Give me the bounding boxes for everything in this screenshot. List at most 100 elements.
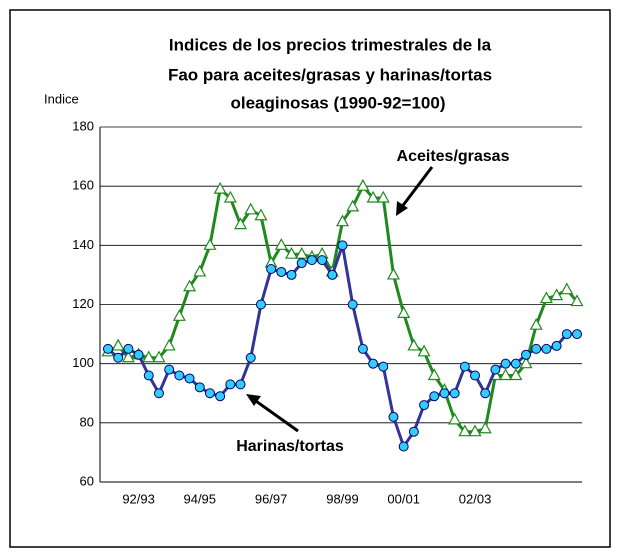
marker [531, 343, 542, 354]
marker [327, 269, 338, 280]
marker [480, 388, 491, 399]
y-axis-label: Indice [44, 91, 79, 106]
marker [266, 264, 277, 274]
chart-title: Fao para aceites/grasas y harinas/tortas [168, 65, 492, 84]
marker [203, 238, 217, 250]
marker [419, 400, 430, 411]
marker [215, 391, 226, 402]
annotation: Aceites/grasas [397, 148, 510, 165]
marker [254, 208, 268, 221]
marker [123, 343, 134, 354]
marker [306, 255, 317, 266]
marker [386, 267, 400, 280]
marker [529, 317, 543, 330]
marker [184, 373, 195, 384]
marker [550, 288, 564, 301]
y-tick-label: 60 [80, 473, 94, 488]
marker [174, 370, 185, 381]
marker [111, 338, 125, 351]
marker [162, 338, 176, 351]
marker [459, 361, 470, 372]
marker [427, 368, 441, 381]
y-tick-label: 100 [72, 355, 94, 370]
marker [255, 299, 266, 310]
y-tick-label: 180 [72, 118, 94, 133]
marker [510, 358, 521, 369]
marker [366, 190, 380, 203]
marker [551, 340, 562, 351]
marker [561, 329, 572, 340]
x-tick-label: 94/95 [183, 491, 216, 506]
marker [417, 344, 431, 357]
marker [490, 364, 501, 375]
x-tick-label: 98/99 [326, 491, 359, 506]
marker [458, 424, 472, 437]
marker [121, 350, 135, 363]
marker [407, 338, 421, 351]
chart-title: oleaginosas (1990-92=100) [231, 93, 446, 112]
marker [478, 421, 492, 434]
marker [234, 217, 248, 230]
marker [335, 214, 350, 227]
marker [143, 370, 154, 381]
marker [376, 190, 390, 203]
arrow-head [246, 394, 261, 406]
marker [204, 388, 215, 399]
arrow-head [396, 201, 408, 216]
marker [499, 368, 513, 381]
marker [164, 364, 175, 375]
marker [408, 426, 419, 437]
marker [509, 368, 523, 381]
x-tick-label: 92/93 [122, 491, 155, 506]
arrow [252, 397, 299, 433]
marker [388, 411, 399, 422]
chart-title: Indices de los precios trimestrales de l… [169, 35, 492, 54]
marker [133, 349, 144, 360]
x-tick-label: 96/97 [255, 491, 288, 506]
marker [172, 309, 186, 321]
marker [276, 266, 287, 277]
marker [470, 370, 481, 381]
marker [519, 356, 533, 369]
marker [378, 361, 389, 372]
x-tick-label: 02/03 [459, 491, 492, 506]
marker [356, 178, 370, 191]
marker [142, 350, 156, 363]
marker [286, 269, 297, 280]
marker [397, 306, 411, 318]
marker [448, 412, 462, 425]
marker [183, 279, 197, 292]
marker [223, 190, 237, 203]
marker [357, 343, 368, 354]
marker [317, 255, 328, 266]
marker [213, 181, 227, 194]
marker [368, 358, 379, 369]
marker [244, 202, 258, 215]
marker [449, 388, 460, 399]
marker [346, 199, 360, 212]
marker [193, 264, 207, 277]
marker [570, 294, 584, 307]
marker [225, 379, 236, 390]
marker [572, 329, 582, 340]
marker [500, 358, 511, 369]
arrow [396, 166, 434, 213]
marker [539, 291, 553, 304]
marker [103, 343, 113, 354]
marker [113, 352, 124, 363]
marker [468, 424, 482, 437]
frame [9, 9, 611, 548]
annotation: Harinas/tortas [236, 438, 344, 455]
marker [347, 299, 358, 310]
marker [429, 391, 440, 402]
marker [153, 388, 164, 399]
marker [245, 352, 256, 363]
y-tick-label: 140 [72, 237, 94, 252]
y-tick-label: 80 [80, 414, 94, 429]
marker [296, 258, 307, 269]
marker [439, 388, 450, 399]
marker [285, 246, 299, 259]
marker [235, 379, 246, 390]
y-tick-label: 160 [72, 178, 94, 193]
marker [152, 350, 166, 363]
